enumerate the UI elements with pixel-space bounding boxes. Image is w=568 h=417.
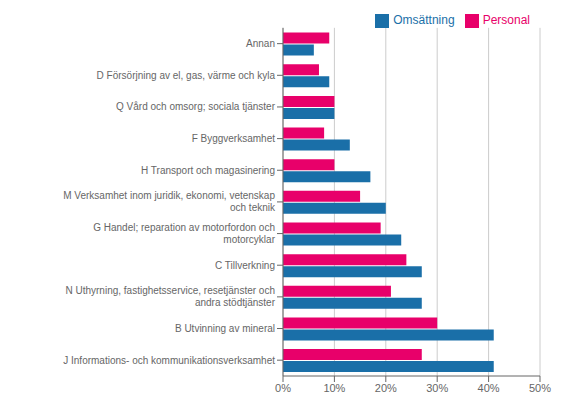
html-text:Personal: Personal [482,13,530,27]
svg-text:10%: 10% [323,382,345,394]
svg-text:F Byggverksamhet: F Byggverksamhet [192,133,276,144]
svg-text:G Handel; reparation av motor: G Handel; reparation av motorfordon ochm… [93,222,275,245]
svg-text:30%: 30% [426,382,448,394]
svg-text:H Transport och magasinering: H Transport och magasinering [141,165,275,176]
svg-text:50%: 50% [529,382,551,394]
svg-text:D Försörjning av el, gas, vär: D Försörjning av el, gas, värme och kyla [97,70,276,81]
svg-text:20%: 20% [375,382,397,394]
svg-text:C Tillverkning: C Tillverkning [215,260,275,271]
svg-text:N Uthyrning, fastighetsservic: N Uthyrning, fastighetsservice, resetjän… [65,285,275,308]
svg-text:J Informations- och kommunika: J Informations- och kommunikationsverksa… [63,355,275,366]
html-text:Omsättning: Omsättning [393,13,455,27]
svg-text:B Utvinning av mineral: B Utvinning av mineral [175,323,275,334]
svg-text:0%: 0% [275,382,291,394]
svg-text:Q Vård och omsorg; sociala tj: Q Vård och omsorg; sociala tjänster [116,101,276,112]
svg-text:40%: 40% [478,382,500,394]
svg-text:M Verksamhet inom juridik, ek: M Verksamhet inom juridik, ekonomi, vete… [63,190,276,213]
svg-text:Annan: Annan [246,38,275,49]
